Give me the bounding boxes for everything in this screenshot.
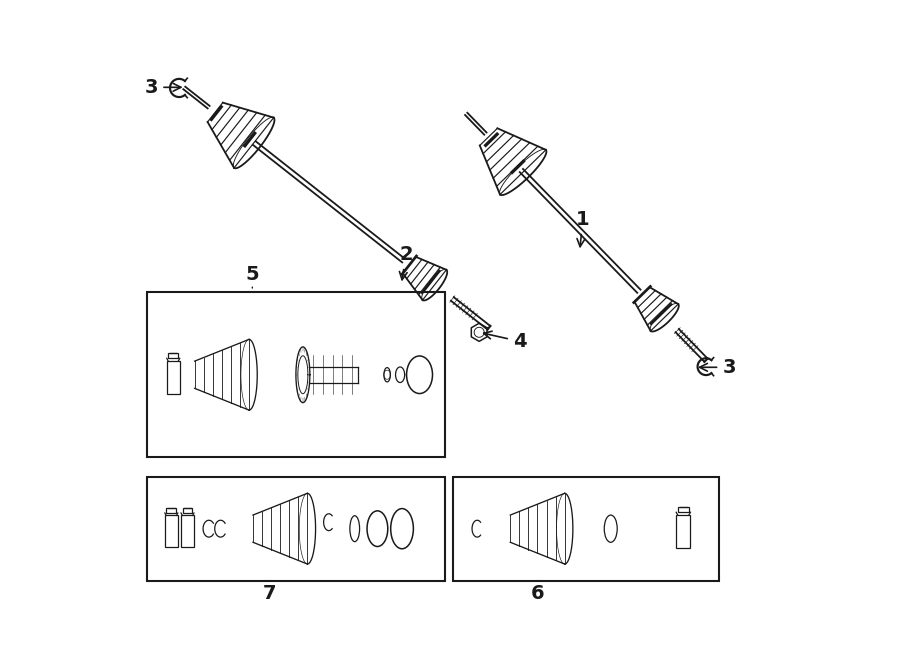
Text: 2: 2 — [399, 245, 413, 280]
Text: 5: 5 — [246, 265, 259, 284]
Bar — [678, 507, 688, 512]
Bar — [183, 508, 193, 513]
Text: 1: 1 — [576, 210, 590, 247]
Text: 3: 3 — [699, 357, 735, 377]
Bar — [148, 477, 446, 581]
Text: 6: 6 — [531, 584, 544, 603]
Bar — [181, 516, 194, 547]
Bar — [148, 292, 446, 457]
Bar — [168, 354, 178, 358]
Bar — [166, 361, 180, 394]
Text: 7: 7 — [263, 584, 276, 603]
Bar — [454, 477, 719, 581]
Text: 3: 3 — [145, 78, 181, 97]
Bar — [166, 508, 176, 513]
Text: 4: 4 — [483, 331, 526, 351]
Bar — [165, 516, 178, 547]
Bar — [676, 515, 690, 547]
